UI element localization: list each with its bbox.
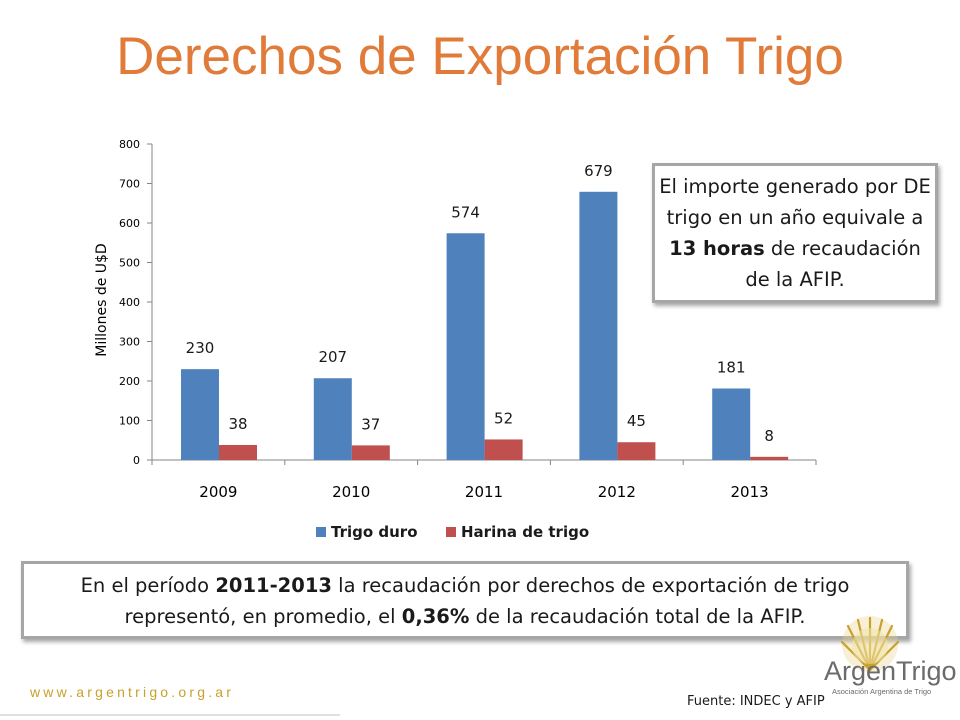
info-callout-bottom: En el período 2011-2013 la recaudación p…	[21, 561, 909, 639]
bar-harina-de-trigo	[484, 439, 523, 460]
callout-bottom-percent: 0,36%	[401, 605, 470, 628]
callout-top-text-end: de recaudación de la AFIP.	[745, 237, 921, 291]
data-labels-group: 230 207 574 679 181 38 37 52 45 8	[186, 162, 774, 445]
bar-harina-de-trigo	[351, 445, 390, 460]
bar-value-label: 8	[764, 427, 774, 445]
y-tick-label: 200	[119, 375, 140, 388]
website-url[interactable]: www.argentrigo.org.ar	[30, 684, 235, 700]
legend-swatch	[446, 527, 456, 537]
y-tick-label: 600	[119, 217, 140, 230]
argentrigo-logo: ArgenTrigo Asociación Argentina de Trigo	[824, 616, 957, 696]
legend-label: Trigo duro	[331, 523, 418, 541]
x-tick-label: 2009	[199, 483, 237, 501]
bar-value-label: 230	[186, 339, 215, 357]
bar-harina-de-trigo	[750, 456, 789, 460]
bar-value-label: 52	[494, 409, 513, 427]
footer-divider	[0, 714, 340, 716]
chart-legend: Trigo duro Harina de trigo	[316, 523, 589, 541]
logo-wordmark: ArgenTrigo	[824, 656, 957, 686]
bar-value-label: 45	[627, 412, 646, 430]
bar-value-label: 574	[451, 203, 480, 221]
y-tick-label: 300	[119, 336, 140, 349]
y-tick-label: 500	[119, 257, 140, 270]
bar-trigo-duro	[579, 191, 618, 461]
bar-trigo-duro	[712, 388, 751, 460]
bar-value-label: 207	[318, 348, 347, 366]
x-tick-label: 2011	[465, 483, 503, 501]
y-axis-label: Millones de U$D	[94, 243, 110, 356]
bar-trigo-duro	[446, 233, 485, 460]
y-tick-label: 800	[119, 138, 140, 151]
y-tick-label: 700	[119, 178, 140, 191]
y-axis: 0 100 200 300 400 500 600 700 800	[119, 138, 153, 467]
bar-trigo-duro	[313, 378, 352, 460]
x-axis: 2009 2010 2011 2012 2013	[151, 459, 817, 501]
bar-value-label: 38	[228, 415, 247, 433]
callout-bottom-text-3: de la recaudación total de la AFIP.	[469, 605, 806, 628]
bars-group	[181, 191, 789, 461]
legend-swatch	[316, 527, 326, 537]
y-tick-label: 400	[119, 296, 140, 309]
slide-title: Derechos de Exportación Trigo	[116, 27, 844, 86]
callout-top-text: El importe generado por DE trigo en un a…	[659, 175, 931, 229]
info-callout-top: El importe generado por DE trigo en un a…	[652, 163, 938, 303]
bar-trigo-duro	[181, 369, 219, 460]
x-tick-label: 2010	[332, 483, 370, 501]
bar-value-label: 37	[361, 415, 380, 433]
bar-harina-de-trigo	[219, 444, 257, 460]
bar-value-label: 679	[584, 162, 613, 180]
callout-top-bold: 13 horas	[669, 237, 765, 260]
wheat-sun-icon	[840, 616, 900, 672]
y-tick-label: 100	[119, 415, 140, 428]
x-tick-label: 2013	[731, 483, 769, 501]
callout-bottom-period: 2011-2013	[215, 574, 332, 597]
callout-bottom-text-1: En el período	[80, 574, 216, 597]
bar-value-label: 181	[717, 359, 746, 377]
callout-bottom-text-2: la recaudación por derechos de exportaci…	[124, 574, 850, 628]
x-tick-label: 2012	[598, 483, 636, 501]
source-note: Fuente: INDEC y AFIP	[687, 694, 825, 709]
y-tick-label: 0	[133, 454, 140, 467]
legend-label: Harina de trigo	[461, 523, 589, 541]
logo-tagline: Asociación Argentina de Trigo	[832, 687, 931, 696]
bar-harina-de-trigo	[617, 442, 656, 460]
